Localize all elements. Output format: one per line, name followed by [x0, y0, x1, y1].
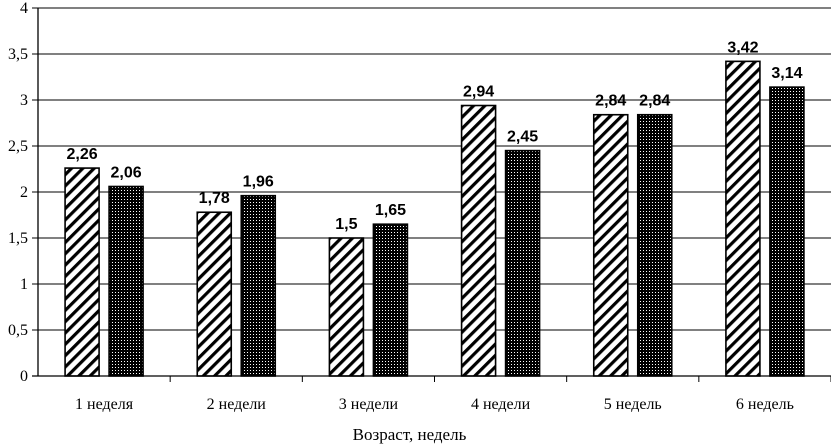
bar-series-2 — [769, 86, 805, 377]
data-label: 1,5 — [335, 216, 357, 233]
data-label: 1,78 — [199, 190, 230, 207]
data-label: 1,96 — [243, 174, 274, 191]
bar-series-2 — [372, 223, 409, 377]
data-label: 2,84 — [639, 93, 670, 110]
y-axis-ticks: 0 0,5 1 1,5 2 2,5 3 3,5 4 — [8, 0, 38, 385]
data-label: 2,94 — [463, 84, 494, 101]
x-axis-title: Возраст, недель — [353, 425, 467, 444]
y-tick-label: 2 — [20, 184, 28, 201]
y-tick-label: 2,5 — [8, 138, 28, 155]
data-labels: 2,26 2,06 1,78 1,96 1,5 1,65 2,94 2,45 2,84 2,84 3… — [67, 39, 803, 233]
bar-series-2 — [240, 194, 277, 377]
x-category-label: 6 недель — [736, 396, 794, 413]
x-category-label: 2 недели — [207, 396, 267, 413]
bar-series-1 — [725, 60, 761, 377]
bar-series-1 — [328, 237, 365, 377]
y-tick-label: 4 — [20, 0, 28, 17]
bar-series-1 — [196, 211, 233, 377]
x-category-label: 4 недели — [471, 396, 531, 413]
data-label: 2,26 — [67, 146, 98, 163]
y-tick-label: 1,5 — [8, 230, 28, 247]
data-label: 2,06 — [111, 164, 142, 181]
x-category-label: 3 недели — [339, 396, 399, 413]
data-label: 2,84 — [595, 93, 626, 110]
y-tick-label: 3,5 — [8, 46, 28, 63]
bar-series-1 — [592, 113, 629, 377]
x-axis-categories: 1 неделя 2 недели 3 недели 4 недели 5 недель… — [75, 376, 831, 413]
bar-series-2 — [636, 113, 673, 377]
data-label: 3,14 — [771, 65, 802, 82]
data-label: 1,65 — [375, 202, 406, 219]
bars — [64, 60, 805, 377]
bar-series-1 — [64, 167, 100, 377]
y-tick-label: 3 — [20, 92, 28, 109]
y-tick-label: 0 — [20, 368, 28, 385]
x-category-label: 1 неделя — [75, 396, 134, 413]
bar-series-2 — [108, 185, 144, 377]
y-tick-label: 1 — [20, 276, 28, 293]
data-label: 2,45 — [507, 129, 538, 146]
bar-series-2 — [504, 149, 541, 377]
data-label: 3,42 — [727, 39, 758, 56]
bar-series-1 — [460, 104, 497, 377]
gridlines — [38, 7, 831, 331]
y-tick-label: 0,5 — [8, 322, 28, 339]
x-category-label: 5 недель — [604, 396, 662, 413]
